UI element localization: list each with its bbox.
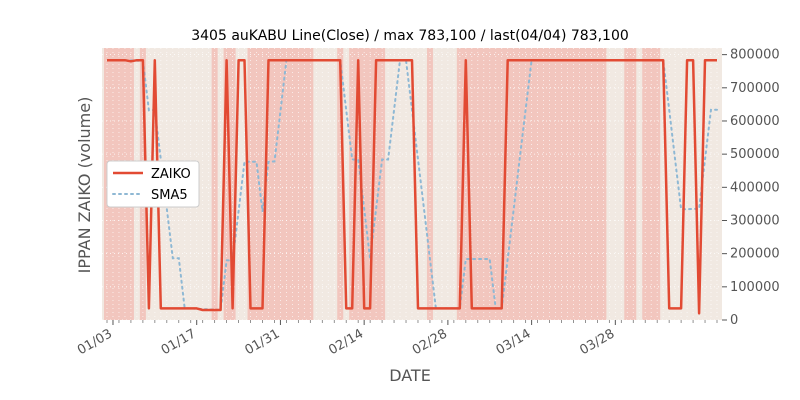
y-tick-label: 300000 — [730, 213, 780, 228]
series-zaiko-line — [107, 58, 717, 315]
legend-zaiko-label: ZAIKO — [151, 167, 191, 182]
x-tick-label: 03/28 — [577, 326, 617, 358]
highlight-span-9 — [624, 48, 637, 320]
y-tick-label: 500000 — [730, 147, 780, 162]
x-tick-label: 01/03 — [75, 326, 115, 358]
x-axis: 01/03 01/17 01/31 02/14 02/28 03/14 03/28 — [75, 320, 718, 358]
y-tick-label: 600000 — [730, 114, 780, 129]
y-tick-label: 700000 — [730, 81, 780, 96]
series-lines — [107, 58, 718, 315]
y-tick-label: 800000 — [730, 48, 780, 63]
y-axis: 0 100000 200000 300000 400000 500000 600000 700… — [722, 48, 780, 328]
y-tick-label: 200000 — [730, 247, 780, 262]
y-tick-label: 0 — [730, 313, 738, 328]
x-tick-label: 02/14 — [326, 326, 366, 358]
y-axis-label: IPPAN ZAIKO (volume) — [75, 97, 94, 274]
x-axis-label: DATE — [389, 366, 431, 385]
x-tick-label: 01/31 — [242, 326, 282, 358]
x-tick-label: 01/17 — [159, 326, 199, 358]
y-tick-label: 100000 — [730, 280, 780, 295]
x-tick-label: 02/28 — [410, 326, 450, 358]
legend-sma5-label: SMA5 — [151, 188, 188, 203]
y-tick-label: 400000 — [730, 180, 780, 195]
chart-title: 3405 auKABU Line(Close) / max 783,100 / … — [191, 28, 629, 44]
legend[interactable]: ZAIKO SMA5 — [106, 160, 200, 208]
x-tick-label: 03/14 — [494, 326, 534, 358]
